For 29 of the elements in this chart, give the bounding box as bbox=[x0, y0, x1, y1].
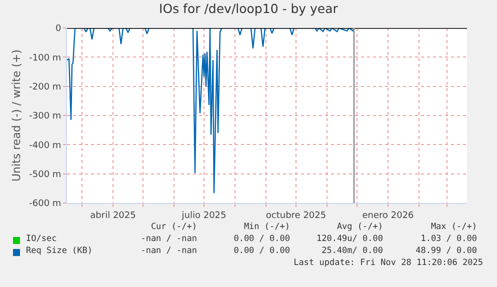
y-tick-label: -600 m bbox=[29, 199, 62, 210]
x-tick-label: julio 2025 bbox=[180, 210, 226, 221]
chart-title: IOs for /dev/loop10 - by year bbox=[159, 1, 339, 16]
legend-label: Req Size (KB) bbox=[26, 246, 93, 256]
y-axis-title: Units read (-) / write (+) bbox=[10, 49, 23, 182]
text: -nan / -nan bbox=[140, 234, 197, 244]
text: Avg (-/+) bbox=[336, 222, 383, 232]
y-tick-label: 0 bbox=[55, 24, 62, 34]
y-tick-label: -100 m bbox=[29, 53, 62, 64]
text: 120.49u/ 0.00 bbox=[316, 234, 383, 244]
line-series bbox=[67, 28, 355, 194]
text: 0.00 / 0.00 bbox=[234, 234, 290, 244]
x-tick-label: octubre 2025 bbox=[266, 210, 326, 221]
text: Last update: Fri Nov 28 11:20:06 2025 bbox=[294, 258, 483, 268]
y-tick-label: -400 m bbox=[29, 140, 62, 151]
y-tick-label: -500 m bbox=[29, 170, 62, 180]
y-tick-label: -300 m bbox=[29, 112, 62, 122]
text: 25.40m/ 0.00 bbox=[322, 246, 383, 256]
text: 1.03 / 0.00 bbox=[420, 234, 477, 244]
x-tick-label: abril 2025 bbox=[90, 210, 136, 221]
x-tick-label: enero 2026 bbox=[362, 210, 414, 221]
text: Max (-/+) bbox=[430, 222, 477, 232]
text: Min (-/+) bbox=[244, 222, 290, 232]
text: Cur (-/+) bbox=[150, 222, 197, 232]
y-tick-label: -200 m bbox=[29, 82, 62, 92]
text: 0.00 / 0.00 bbox=[234, 246, 290, 256]
text: 48.99 / 0.00 bbox=[416, 246, 477, 256]
text: -nan / -nan bbox=[140, 246, 197, 256]
legend-label: IO/sec bbox=[26, 234, 57, 244]
